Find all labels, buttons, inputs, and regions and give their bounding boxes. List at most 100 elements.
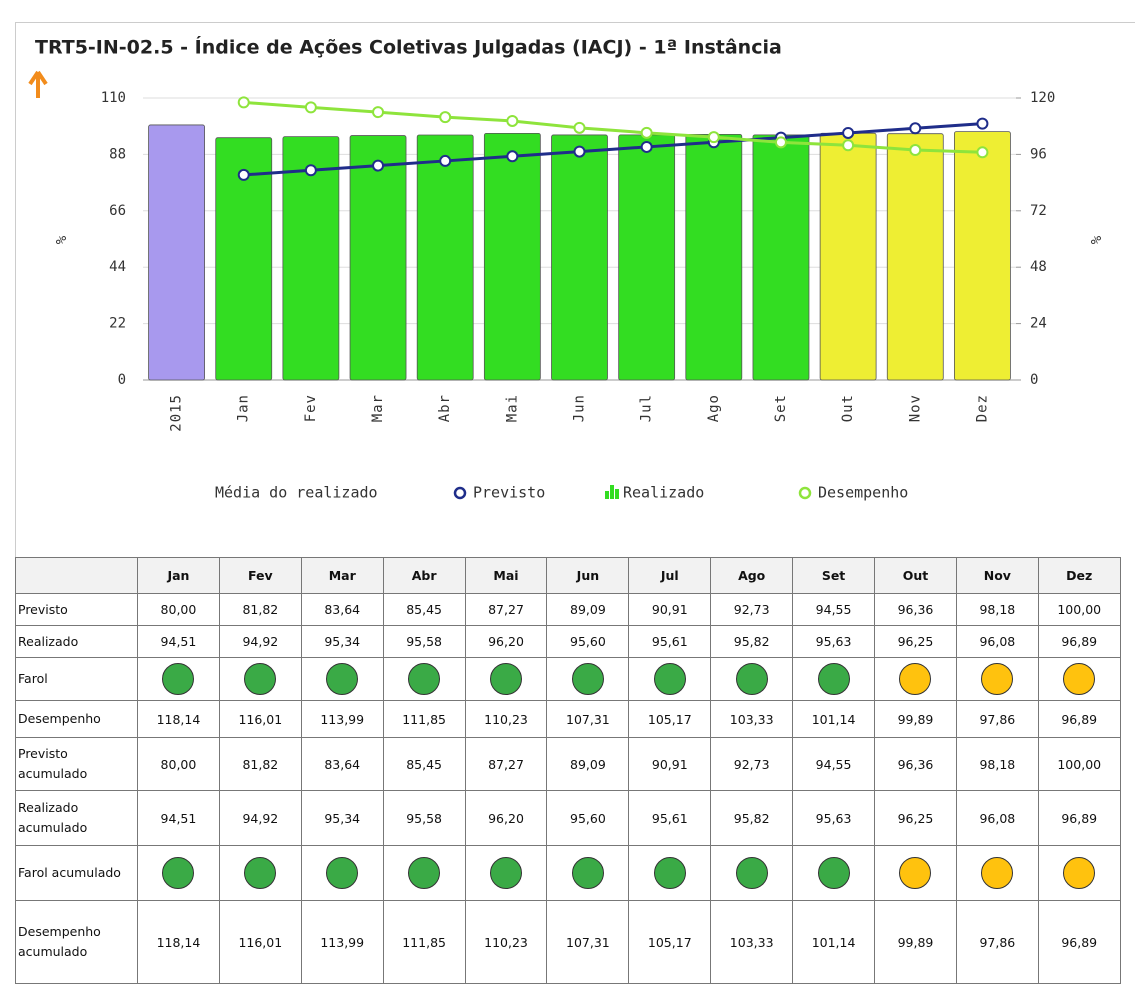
line-marker bbox=[640, 140, 653, 153]
bar bbox=[886, 133, 944, 381]
bar bbox=[215, 137, 273, 381]
table-cell: 97,86 bbox=[955, 900, 1039, 984]
line-marker bbox=[506, 114, 519, 127]
table-cell: 96,08 bbox=[955, 625, 1039, 658]
table-cell: 95,58 bbox=[382, 790, 466, 846]
table-cell: 80,00 bbox=[137, 737, 220, 791]
legend-icon bbox=[610, 485, 614, 499]
table-row: Previsto acumulado 80,00 81,82 83,64 85,45 87… bbox=[15, 737, 1121, 791]
y2-tick-label: 0 bbox=[1030, 372, 1038, 388]
farol-light bbox=[981, 857, 1014, 889]
row-label: Desempenho bbox=[15, 700, 138, 738]
table-cell: 90,91 bbox=[628, 737, 712, 791]
header-row: Jan Fev Mar Abr Mai Jun Jul Ago Set Out Nov Dez bbox=[15, 557, 1121, 594]
bar bbox=[752, 134, 810, 381]
farol-light bbox=[490, 663, 522, 695]
bar bbox=[618, 134, 676, 381]
table-cell: 96,36 bbox=[874, 593, 957, 626]
farol-light bbox=[1063, 857, 1096, 889]
table-cell bbox=[874, 845, 957, 901]
table-cell: 80,00 bbox=[137, 593, 220, 626]
row-label: Previsto acumulado bbox=[15, 737, 138, 791]
table-cell: 98,18 bbox=[955, 593, 1039, 626]
x-tick-label: Jan bbox=[236, 394, 252, 422]
table-cell: 87,27 bbox=[464, 737, 548, 791]
farol-light bbox=[653, 663, 686, 695]
table-cell bbox=[464, 845, 548, 901]
line-marker bbox=[439, 154, 452, 167]
table-cell: 96,89 bbox=[1037, 700, 1121, 738]
farol-light bbox=[1063, 663, 1096, 695]
table-cell: 95,60 bbox=[546, 790, 630, 846]
table-cell bbox=[218, 845, 302, 901]
y2-tick-label: 24 bbox=[1030, 316, 1047, 332]
table-cell: 94,92 bbox=[218, 790, 302, 846]
x-tick-label: Mai bbox=[504, 394, 520, 422]
table-cell: 100,00 bbox=[1037, 737, 1121, 791]
table-cell: 96,36 bbox=[874, 737, 957, 791]
table-cell: 85,45 bbox=[382, 593, 466, 626]
y-axis-label: % bbox=[54, 235, 70, 244]
table-cell bbox=[1037, 845, 1121, 901]
bar bbox=[416, 134, 474, 381]
table-cell: 81,82 bbox=[218, 737, 302, 791]
row-label: Previsto bbox=[15, 593, 138, 626]
table-cell: 107,31 bbox=[546, 700, 630, 738]
x-tick-label: Mar bbox=[370, 394, 386, 422]
bar bbox=[282, 136, 340, 381]
bar bbox=[551, 134, 608, 381]
table-row: Realizado acumulado 94,51 94,92 95,34 95,58 9… bbox=[15, 790, 1121, 846]
bar bbox=[349, 135, 407, 381]
farol-light bbox=[571, 857, 604, 889]
y-tick-label: 66 bbox=[109, 203, 126, 219]
column-header: Out bbox=[874, 557, 957, 594]
legend-icon bbox=[453, 486, 467, 500]
table-cell bbox=[792, 657, 876, 701]
table-cell bbox=[218, 657, 302, 701]
line-marker bbox=[842, 139, 855, 152]
table-cell: 94,51 bbox=[137, 625, 220, 658]
farol-light bbox=[162, 663, 195, 695]
legend-icon bbox=[605, 491, 609, 499]
farol-light bbox=[899, 857, 932, 889]
y-tick-label: 22 bbox=[109, 316, 126, 332]
table-cell: 99,89 bbox=[874, 900, 957, 984]
table-row: Desempenho 118,14 116,01 113,99 111,85 110,23… bbox=[15, 700, 1121, 738]
x-tick-label: Fev bbox=[303, 394, 319, 422]
y2-axis-label: % bbox=[1089, 235, 1105, 244]
table-cell: 99,89 bbox=[874, 700, 957, 738]
table-cell: 94,92 bbox=[218, 625, 302, 658]
table-cell bbox=[1037, 657, 1121, 701]
table-cell: 103,33 bbox=[710, 900, 794, 984]
line-marker bbox=[842, 126, 855, 139]
legend-label: Previsto bbox=[473, 484, 545, 502]
y-tick-label: 110 bbox=[101, 90, 126, 106]
table-cell bbox=[955, 845, 1039, 901]
table-cell: 95,58 bbox=[382, 625, 466, 658]
column-header: Mar bbox=[300, 557, 384, 594]
legend-label: Média do realizado bbox=[215, 484, 378, 502]
table-cell: 95,34 bbox=[300, 625, 384, 658]
table-cell: 101,14 bbox=[792, 900, 876, 984]
table-cell: 118,14 bbox=[137, 700, 220, 738]
table-cell: 98,18 bbox=[955, 737, 1039, 791]
table-cell: 103,33 bbox=[710, 700, 794, 738]
table-cell: 95,82 bbox=[710, 625, 794, 658]
farol-light bbox=[244, 857, 277, 889]
table-cell bbox=[628, 845, 712, 901]
column-header: Ago bbox=[710, 557, 794, 594]
table-cell: 94,51 bbox=[137, 790, 220, 846]
table-row: Desempenho acumulado 118,14 116,01 113,99 11… bbox=[15, 900, 1121, 984]
x-tick-label: Dez bbox=[974, 394, 990, 422]
table-cell bbox=[300, 845, 384, 901]
y-tick-label: 44 bbox=[109, 259, 126, 275]
table-cell: 89,09 bbox=[546, 737, 630, 791]
column-header: Nov bbox=[955, 557, 1039, 594]
row-label: Realizado acumulado bbox=[15, 790, 138, 846]
table-cell: 95,61 bbox=[628, 625, 712, 658]
table-cell bbox=[710, 657, 794, 701]
y2-tick-label: 96 bbox=[1030, 146, 1047, 162]
x-tick-label: 2015 bbox=[169, 394, 185, 432]
line-marker bbox=[976, 146, 989, 159]
